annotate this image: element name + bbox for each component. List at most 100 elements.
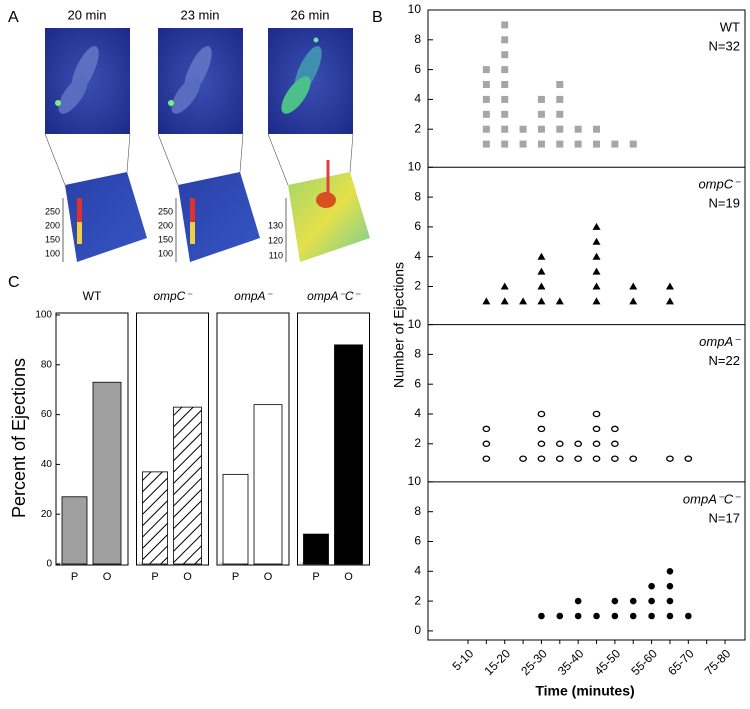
sample-size: N=22 bbox=[709, 353, 740, 368]
surface-tick-label: 200 bbox=[45, 220, 60, 230]
dot bbox=[611, 612, 619, 620]
panel-label: A bbox=[8, 9, 19, 26]
y-tick-label: 8 bbox=[414, 32, 421, 46]
dot-column bbox=[482, 66, 490, 148]
y-tick-label: 6 bbox=[414, 534, 421, 548]
dot-column bbox=[593, 125, 601, 148]
dot-column bbox=[593, 612, 600, 620]
surface-tick-label: 100 bbox=[158, 248, 173, 258]
x-tick-label: 25-30 bbox=[518, 646, 550, 678]
y-tick-label: 10 bbox=[408, 159, 422, 173]
panel-title: ompC⁻ bbox=[153, 289, 193, 303]
dot bbox=[592, 440, 601, 448]
surface-tick-label: 250 bbox=[45, 206, 60, 216]
dot-column bbox=[519, 297, 528, 305]
dot-column bbox=[665, 282, 674, 305]
dot bbox=[501, 21, 509, 29]
dot-column bbox=[685, 612, 692, 620]
dot bbox=[482, 110, 490, 118]
frame-time: 26 min bbox=[290, 7, 329, 22]
y-tick-label: 2 bbox=[414, 593, 421, 607]
dot-column bbox=[592, 222, 601, 305]
y-tick-label: 8 bbox=[414, 189, 421, 203]
bar bbox=[303, 533, 329, 565]
sample-size: N=32 bbox=[709, 38, 740, 53]
x-tick-label: P bbox=[312, 571, 319, 583]
x-tick-label: 55-60 bbox=[628, 646, 660, 678]
dot bbox=[574, 612, 582, 620]
x-axis-label: Time (minutes) bbox=[535, 683, 634, 699]
dot bbox=[555, 440, 564, 448]
dot bbox=[537, 425, 546, 433]
y-tick-label: 6 bbox=[414, 62, 421, 76]
sample-size: N=17 bbox=[709, 510, 740, 525]
dot bbox=[611, 140, 619, 148]
cell bbox=[171, 76, 201, 114]
dot-column bbox=[574, 125, 582, 148]
surface-tick-label: 110 bbox=[269, 250, 283, 260]
dot-column bbox=[611, 425, 619, 462]
y-tick-label: 4 bbox=[414, 249, 421, 263]
dot bbox=[537, 140, 545, 148]
dot bbox=[537, 282, 546, 290]
dot-column bbox=[629, 282, 638, 305]
y-tick-label: 8 bbox=[414, 504, 421, 518]
y-tick-label: 10 bbox=[408, 317, 422, 331]
dot bbox=[501, 36, 509, 44]
y-tick-label: 2 bbox=[414, 121, 421, 135]
x-tick-label: 75-80 bbox=[702, 646, 734, 678]
dot bbox=[629, 140, 637, 148]
dot bbox=[556, 110, 564, 118]
x-tick-label: 5-10 bbox=[449, 646, 476, 673]
dot bbox=[592, 237, 601, 245]
connector bbox=[267, 133, 289, 186]
frame bbox=[45, 28, 130, 134]
dot-column bbox=[611, 597, 619, 620]
dot bbox=[665, 297, 674, 305]
x-tick-label: 45-50 bbox=[592, 646, 624, 678]
dot bbox=[611, 597, 619, 605]
dot bbox=[611, 425, 619, 433]
dot bbox=[482, 297, 491, 305]
bar bbox=[92, 381, 122, 565]
dot-column bbox=[648, 582, 655, 620]
dot bbox=[556, 95, 564, 103]
dot bbox=[501, 95, 509, 103]
dot bbox=[666, 582, 674, 590]
dot-column bbox=[538, 612, 545, 620]
dot bbox=[629, 282, 638, 290]
dot bbox=[648, 582, 655, 590]
dot bbox=[556, 612, 564, 620]
bar bbox=[334, 344, 363, 565]
bar bbox=[253, 404, 283, 565]
bar-frame bbox=[136, 312, 209, 566]
dot bbox=[666, 597, 674, 605]
dot bbox=[592, 455, 601, 462]
spot bbox=[313, 37, 319, 43]
dot-column bbox=[556, 81, 564, 148]
dot bbox=[482, 66, 490, 74]
dot bbox=[501, 81, 509, 88]
dot bbox=[592, 252, 601, 260]
y-tick-label: 100 bbox=[35, 310, 52, 321]
x-tick-label: O bbox=[344, 571, 353, 583]
panel-title: ompC⁻ bbox=[698, 177, 741, 192]
bar-frame bbox=[216, 312, 290, 566]
connector bbox=[44, 133, 66, 186]
y-tick-label: 10 bbox=[408, 2, 422, 16]
dot bbox=[519, 455, 527, 462]
x-tick-label: O bbox=[183, 571, 192, 583]
spot bbox=[55, 100, 61, 106]
dot-column bbox=[629, 455, 638, 462]
dot bbox=[537, 410, 546, 418]
surface bbox=[178, 172, 260, 262]
frame bbox=[268, 28, 353, 134]
dot bbox=[593, 125, 601, 133]
dot bbox=[574, 440, 583, 448]
cell bbox=[58, 76, 88, 114]
dot bbox=[482, 125, 490, 133]
dot-column bbox=[629, 597, 637, 620]
dot bbox=[482, 425, 491, 433]
x-tick-label: P bbox=[232, 571, 239, 583]
connector bbox=[349, 133, 354, 173]
